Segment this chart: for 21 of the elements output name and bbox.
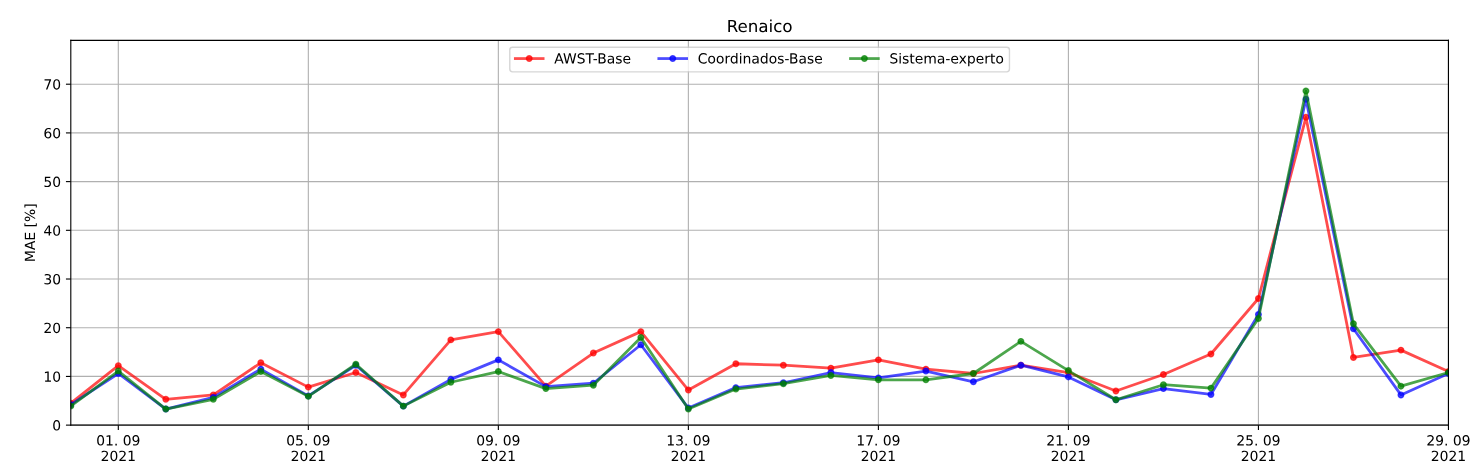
chart-title: Renaico (728, 19, 792, 33)
x-tick-label: 09. 09 2021 (477, 435, 520, 462)
y-tick-label: 40 (44, 225, 61, 236)
x-tick-label: 29. 09 2021 (1427, 435, 1470, 462)
x-tick-label: 25. 09 2021 (1237, 435, 1280, 462)
y-tick-label: 20 (44, 322, 61, 334)
x-tick-label: 13. 09 2021 (667, 435, 710, 462)
y-tick-label: 0 (53, 420, 61, 431)
y-tick-label: 70 (44, 79, 61, 90)
y-tick-label: 60 (44, 127, 61, 139)
y-axis-title: MAE [%] (24, 204, 37, 261)
y-tick-label: 30 (44, 273, 61, 285)
x-tick-label: 05. 09 2021 (287, 435, 330, 462)
legend-label: Coordinados-Base (698, 52, 823, 64)
legend-label: AWST-Base (554, 53, 631, 64)
x-tick-label: 01. 09 2021 (97, 435, 140, 462)
y-tick-label: 50 (44, 176, 61, 188)
y-tick-label: 10 (44, 371, 61, 382)
x-tick-label: 17. 09 2021 (857, 435, 900, 462)
x-tick-label: 21. 09 2021 (1047, 435, 1090, 462)
legend-label: Sistema-experto (890, 52, 1004, 67)
